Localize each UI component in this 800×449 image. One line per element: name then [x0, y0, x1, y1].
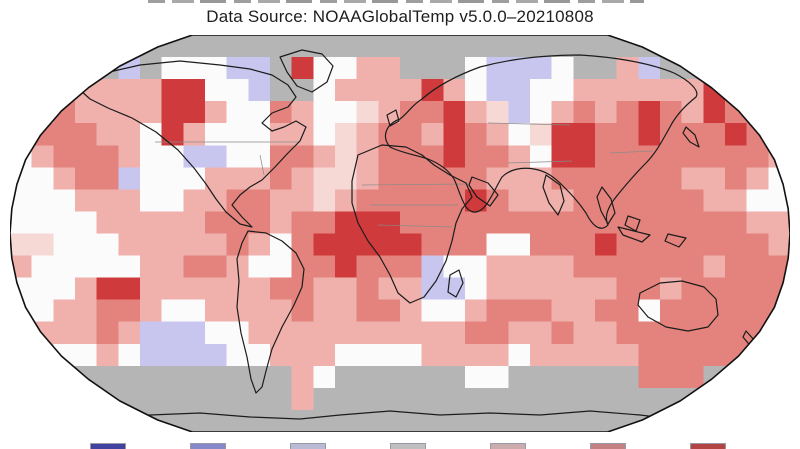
- legend-swatch: [690, 443, 726, 449]
- world-heatmap-svg: [10, 35, 790, 432]
- coastlines: [59, 49, 762, 428]
- map-outline: [10, 35, 790, 432]
- clipped-title-fragment: [148, 0, 644, 3]
- country-borders: [155, 122, 653, 228]
- map-clipped-content: [10, 35, 790, 432]
- legend-swatch: [190, 443, 226, 449]
- legend: [90, 443, 726, 449]
- grid-cells: [10, 35, 790, 432]
- legend-swatch: [290, 443, 326, 449]
- legend-swatch: [90, 443, 126, 449]
- data-source-subtitle: Data Source: NOAAGlobalTemp v5.0.0–20210…: [206, 7, 594, 26]
- world-map: [10, 35, 790, 432]
- legend-swatch: [490, 443, 526, 449]
- legend-swatch: [590, 443, 626, 449]
- legend-swatch: [390, 443, 426, 449]
